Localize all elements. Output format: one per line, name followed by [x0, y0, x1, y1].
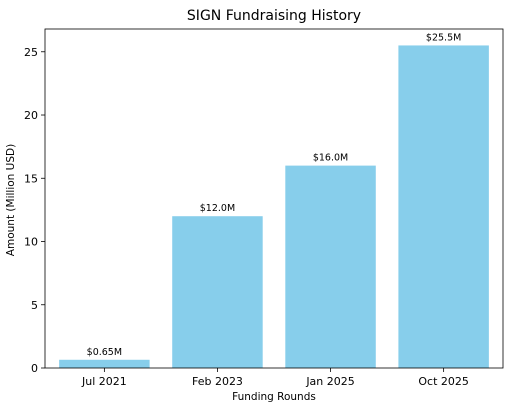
- bar-jul-2021: [59, 359, 150, 368]
- y-tick-label: 20: [24, 109, 38, 122]
- data-label: $0.65M: [87, 347, 122, 358]
- x-tick-label: Jan 2025: [305, 375, 354, 388]
- x-tick-label: Oct 2025: [418, 375, 469, 388]
- data-label: $12.0M: [200, 203, 235, 214]
- bar-oct-2025: [398, 45, 489, 368]
- y-tick-label: 15: [24, 172, 38, 185]
- bar-feb-2023: [172, 216, 263, 368]
- y-tick-label: 5: [31, 299, 38, 312]
- x-axis-label: Funding Rounds: [232, 391, 316, 403]
- data-label: $25.5M: [426, 32, 461, 43]
- y-axis-label: Amount (Million USD): [5, 144, 17, 256]
- bars: [59, 45, 489, 368]
- y-axis-ticks: 0 5 10 15 20 25: [24, 46, 45, 375]
- y-tick-label: 0: [31, 362, 38, 375]
- plot-frame: [44, 28, 504, 369]
- bar-jan-2025: [285, 165, 376, 368]
- chart-title: SIGN Fundraising History: [187, 8, 361, 24]
- y-tick-label: 10: [24, 236, 38, 249]
- x-axis-ticks: Jul 2021 Feb 2023 Jan 2025 Oct 2025: [81, 368, 469, 388]
- y-tick-label: 25: [24, 46, 38, 59]
- data-labels: $0.65M $12.0M $16.0M $25.5M: [87, 32, 462, 357]
- x-tick-label: Feb 2023: [192, 375, 243, 388]
- data-label: $16.0M: [313, 153, 348, 164]
- x-tick-label: Jul 2021: [81, 375, 127, 388]
- plot-area: $0.65M $12.0M $16.0M $25.5M 0 5 10 15 20 25 Jul …: [24, 28, 504, 388]
